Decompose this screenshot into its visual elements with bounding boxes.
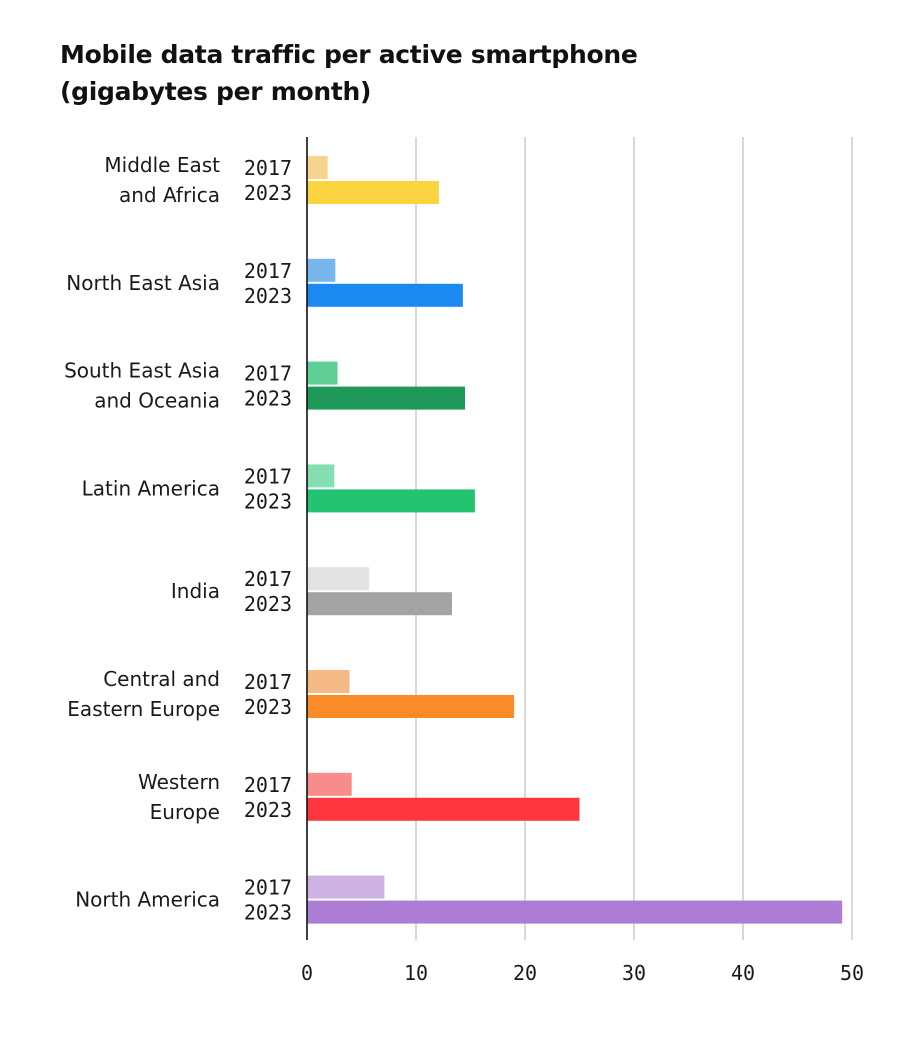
category-label: India: [171, 579, 220, 603]
bar-2023: [307, 489, 475, 513]
series-year-label: 2023: [244, 387, 292, 411]
series-year-label: 2017: [244, 567, 292, 591]
category-label: Eastern Europe: [67, 697, 220, 721]
bar-2017: [307, 670, 350, 693]
x-tick-label: 30: [622, 961, 646, 985]
series-year-label: 2017: [244, 156, 292, 180]
bar-2023: [307, 181, 439, 204]
series-year-label: 2023: [244, 901, 292, 925]
bar-2023: [307, 386, 466, 410]
series-year-label: 2023: [244, 181, 292, 205]
category-label: Europe: [150, 800, 220, 824]
series-year-label: 2023: [244, 798, 292, 822]
series-year-label: 2017: [244, 773, 292, 797]
series-year-label: 2017: [244, 876, 292, 900]
series-year-label: 2017: [244, 259, 292, 283]
bar-2017: [307, 156, 328, 179]
chart-title-line-1: Mobile data traffic per active smartphon…: [60, 40, 638, 69]
bar-2023: [307, 797, 580, 821]
category-label: North East Asia: [66, 271, 220, 295]
bar-2023: [307, 900, 843, 924]
bar-2017: [307, 361, 338, 385]
series-year-label: 2023: [244, 284, 292, 308]
bars: [307, 156, 843, 924]
chart-title: Mobile data traffic per active smartphon…: [60, 36, 638, 110]
series-year-label: 2017: [244, 362, 292, 386]
x-axis-ticks: 0 10 20 30 40 50: [301, 961, 864, 985]
category-label: Central and: [103, 667, 220, 691]
x-tick-label: 40: [731, 961, 755, 985]
category-label: Middle East: [104, 153, 220, 177]
series-year-label: 2023: [244, 489, 292, 513]
bar-2017: [307, 772, 352, 796]
bar-2023: [307, 592, 452, 616]
series-year-label: 2023: [244, 695, 292, 719]
bar-2017: [307, 464, 335, 488]
x-tick-label: 10: [404, 961, 428, 985]
category-label: Latin America: [82, 476, 220, 500]
category-label: and Oceania: [94, 389, 220, 413]
x-tick-label: 50: [840, 961, 864, 985]
category-label: Western: [138, 770, 220, 794]
series-year-label: 2017: [244, 670, 292, 694]
series-year-label: 2017: [244, 464, 292, 488]
x-tick-label: 0: [301, 961, 313, 985]
series-year-label: 2023: [244, 592, 292, 616]
bar-2017: [307, 258, 336, 282]
bar-2023: [307, 695, 515, 718]
chart-title-line-2: (gigabytes per month): [60, 77, 372, 106]
bar-2017: [307, 875, 385, 899]
bar-2017: [307, 567, 370, 591]
category-label: North America: [75, 888, 220, 912]
x-tick-label: 20: [513, 961, 537, 985]
category-label: South East Asia: [64, 359, 220, 383]
category-label: and Africa: [119, 183, 220, 207]
bar-2023: [307, 283, 463, 307]
